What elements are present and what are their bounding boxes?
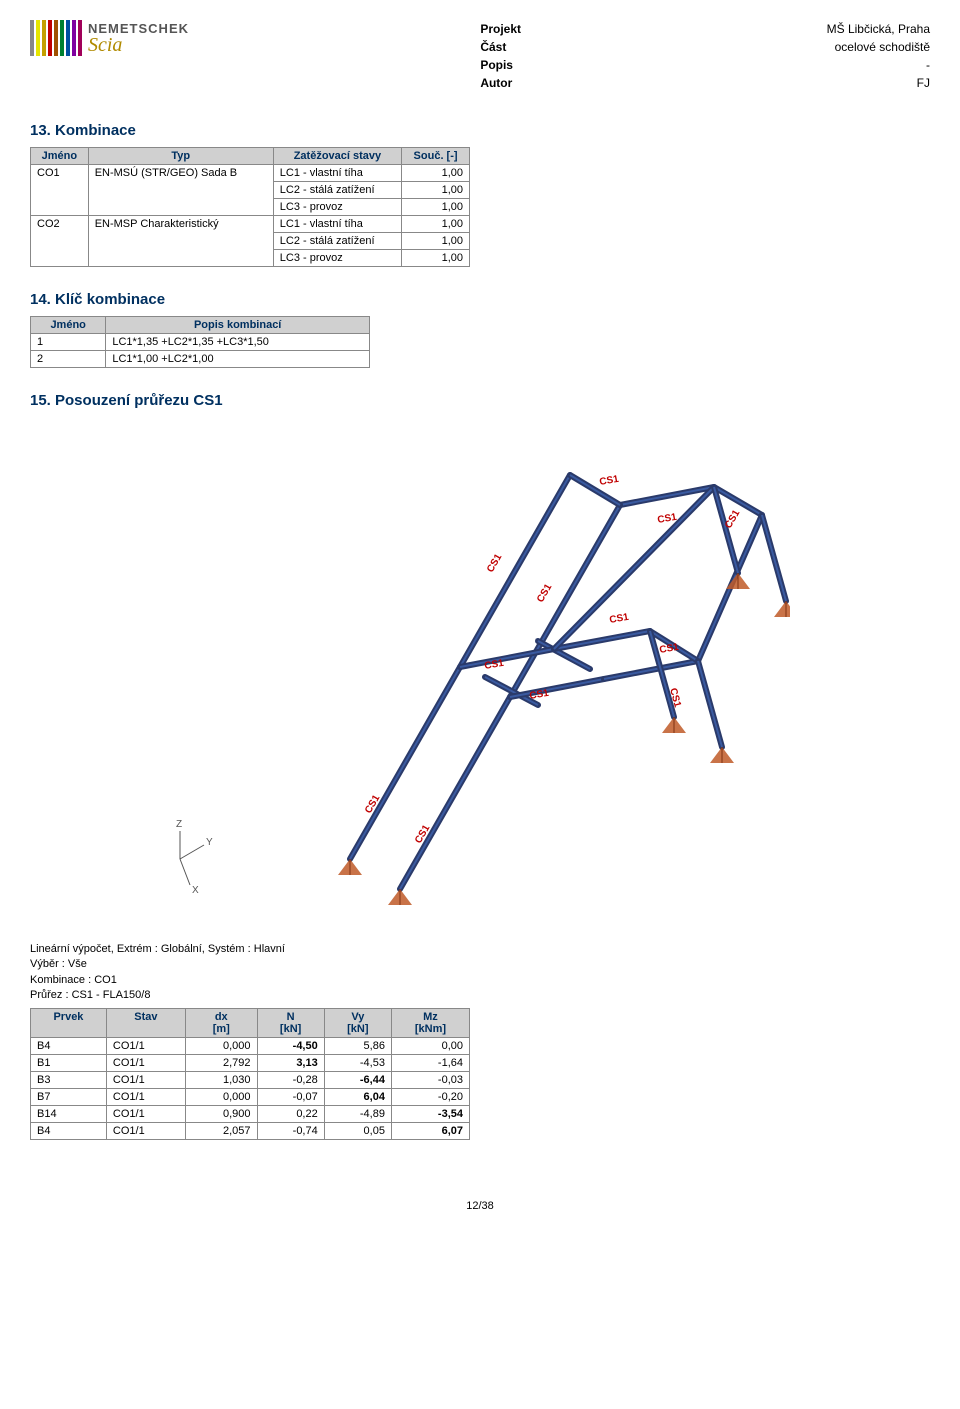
- svg-text:CS1: CS1: [529, 688, 550, 702]
- logo-nemetschek: NEMETSCHEK: [88, 22, 189, 35]
- table-row: B7CO1/10,000-0,076,04-0,20: [31, 1088, 470, 1105]
- table-header: N[kN]: [257, 1008, 324, 1037]
- table-header: Typ: [88, 148, 273, 165]
- svg-text:CS1: CS1: [599, 474, 620, 488]
- table-row: B14CO1/10,9000,22-4,89-3,54: [31, 1105, 470, 1122]
- svg-text:CS1: CS1: [485, 552, 504, 575]
- table-header: Stav: [106, 1008, 185, 1037]
- label-autor: Autor: [480, 74, 535, 92]
- table-header: Jméno: [31, 148, 89, 165]
- logo-text: NEMETSCHEK Scia: [88, 22, 189, 55]
- table-row: B4CO1/10,000-4,505,860,00: [31, 1037, 470, 1054]
- table-header: Souč. [-]: [402, 148, 470, 165]
- logo-scia: Scia: [88, 35, 189, 55]
- logo-bars: [30, 20, 82, 56]
- table-header: Popis kombinací: [106, 317, 370, 334]
- logo: NEMETSCHEK Scia: [30, 20, 189, 56]
- table-header: Vy[kN]: [324, 1008, 391, 1037]
- table-row: B4CO1/12,057-0,740,056,07: [31, 1122, 470, 1139]
- section15-info: Lineární výpočet, Extrém : Globální, Sys…: [30, 942, 930, 1004]
- section13-title: 13. Kombinace: [30, 122, 930, 139]
- value-projekt: MŠ Libčická, Praha: [827, 20, 930, 38]
- table-row: CO2EN-MSP CharakteristickýLC1 - vlastní …: [31, 216, 470, 233]
- svg-text:CS1: CS1: [659, 642, 680, 656]
- value-autor: FJ: [827, 74, 930, 92]
- value-cast: ocelové schodiště: [827, 38, 930, 56]
- table-row: 1LC1*1,35 +LC2*1,35 +LC3*1,50: [31, 334, 370, 351]
- table-row: CO1EN-MSÚ (STR/GEO) Sada BLC1 - vlastní …: [31, 165, 470, 182]
- table-klic-kombinace: JménoPopis kombinací 1LC1*1,35 +LC2*1,35…: [30, 316, 370, 368]
- section14-title: 14. Klíč kombinace: [30, 291, 930, 308]
- table-row: 2LC1*1,00 +LC2*1,00: [31, 351, 370, 368]
- table-header: Prvek: [31, 1008, 107, 1037]
- svg-text:Y: Y: [206, 837, 213, 848]
- page-header: NEMETSCHEK Scia Projekt Část Popis Autor…: [30, 20, 930, 92]
- meta-values: MŠ Libčická, Praha ocelové schodiště - F…: [827, 20, 930, 92]
- svg-text:Z: Z: [176, 819, 182, 830]
- svg-text:CS1: CS1: [535, 582, 554, 605]
- structure-svg: CS1CS1CS1CS1CS1CS1CS1CS1CS1CS1CS1CS1ZYX: [30, 419, 790, 919]
- structure-diagram: CS1CS1CS1CS1CS1CS1CS1CS1CS1CS1CS1CS1ZYX: [30, 419, 930, 922]
- svg-text:X: X: [192, 885, 199, 896]
- table-posouzeni: PrvekStavdx[m]N[kN]Vy[kN]Mz[kNm] B4CO1/1…: [30, 1008, 470, 1140]
- meta-labels: Projekt Část Popis Autor: [480, 20, 535, 92]
- label-popis: Popis: [480, 56, 535, 74]
- svg-text:CS1: CS1: [484, 658, 505, 672]
- svg-text:CS1: CS1: [609, 612, 630, 626]
- label-cast: Část: [480, 38, 535, 56]
- page-number: 12/38: [30, 1200, 930, 1212]
- table-header: Mz[kNm]: [391, 1008, 469, 1037]
- table-header: Jméno: [31, 317, 106, 334]
- table-row: B3CO1/11,030-0,28-6,44-0,03: [31, 1071, 470, 1088]
- svg-text:CS1: CS1: [723, 508, 742, 531]
- section15-title: 15. Posouzení průřezu CS1: [30, 392, 930, 409]
- value-popis: -: [827, 56, 930, 74]
- table-row: B1CO1/12,7923,13-4,53-1,64: [31, 1054, 470, 1071]
- table-header: dx[m]: [185, 1008, 257, 1037]
- table-header: Zatěžovací stavy: [273, 148, 401, 165]
- label-projekt: Projekt: [480, 20, 535, 38]
- table-kombinace: JménoTypZatěžovací stavySouč. [-] CO1EN-…: [30, 147, 470, 267]
